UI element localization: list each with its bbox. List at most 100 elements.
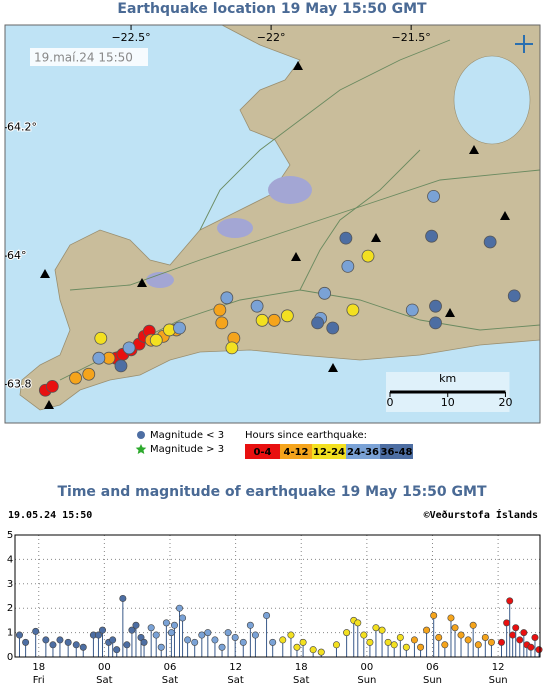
earthquake: [149, 333, 163, 347]
quake-dot: [402, 643, 410, 651]
legend-class: 4-12: [283, 447, 308, 458]
quake-dot: [231, 633, 239, 641]
earthquake: [427, 189, 440, 203]
quake-dot: [49, 641, 57, 649]
y-tick-label: 1: [7, 628, 13, 639]
quake-dot: [184, 636, 192, 644]
quake-dot: [469, 621, 477, 629]
y-tick-label: 0: [7, 652, 13, 663]
earthquake: [215, 316, 229, 330]
earthquake: [429, 316, 442, 330]
legend-class: 36-48: [381, 447, 413, 458]
quake-dot: [299, 638, 307, 646]
lat-label: 64°: [7, 249, 27, 262]
scale-unit: km: [439, 372, 456, 385]
urban-area: [217, 218, 253, 238]
legend-swatch: [346, 444, 380, 459]
legend-swatch: [280, 444, 312, 459]
quake-dot: [157, 643, 165, 651]
quake-dot: [410, 636, 418, 644]
x-day-label: Sat: [96, 675, 112, 686]
quake-dot: [423, 626, 431, 634]
quake-dot: [32, 627, 40, 635]
quake-dot: [198, 631, 206, 639]
legend-star: [135, 444, 147, 454]
quake-dot: [15, 631, 23, 639]
legend-class: 24-36: [347, 447, 379, 458]
earthquake: [280, 309, 294, 323]
quake-dot: [22, 638, 30, 646]
earthquake: [69, 371, 82, 385]
quake-dot: [503, 619, 511, 627]
quake-dot: [516, 636, 524, 644]
legend-class: 12-24: [313, 447, 345, 458]
y-tick-label: 5: [7, 530, 13, 541]
chart-title: Time and magnitude of earthquake 19 May …: [57, 484, 486, 500]
quake-dot: [42, 636, 50, 644]
legend-swatch: [245, 444, 280, 459]
quake-dot: [366, 638, 374, 646]
quake-dot: [176, 604, 184, 612]
x-tick-label: 00: [98, 662, 111, 673]
lon-label: −21.5°: [392, 31, 431, 44]
quake-dot: [430, 612, 438, 620]
earthquake: [341, 259, 355, 273]
quake-dot: [354, 619, 362, 627]
y-tick-label: 4: [7, 554, 13, 565]
quake-dot: [123, 641, 131, 649]
earthquake: [250, 299, 264, 313]
earthquake: [429, 299, 442, 313]
quake-dot: [464, 636, 472, 644]
quake-dot: [497, 638, 505, 646]
quake-dot: [360, 631, 368, 639]
quake-dot: [56, 636, 64, 644]
quake-dot: [535, 646, 543, 654]
quake-dot: [378, 626, 386, 634]
quake-dot: [520, 629, 528, 637]
y-tick-label: 3: [7, 579, 13, 590]
copyright: ©Veðurstofa Íslands: [424, 508, 538, 521]
y-tick-label: 2: [7, 603, 13, 614]
quake-dot: [332, 641, 340, 649]
lake: [453, 55, 531, 145]
chart-timestamp: 19.05.24 15:50: [8, 510, 92, 521]
earthquake: [122, 341, 136, 355]
legend-swatch: [312, 444, 346, 459]
quake-dot: [384, 638, 392, 646]
earthquake: [45, 380, 59, 393]
urban-area: [146, 272, 174, 288]
quake-dot: [64, 638, 72, 646]
scale-label: 0: [387, 396, 394, 409]
x-day-label: Sat: [293, 675, 309, 686]
earthquake: [483, 235, 497, 249]
quake-dot: [179, 614, 187, 622]
lat-label: 64.2°: [7, 121, 37, 134]
x-tick-label: 00: [360, 662, 373, 673]
x-day-label: Sat: [162, 675, 178, 686]
earthquake: [225, 341, 239, 355]
quake-dot: [343, 629, 351, 637]
quake-dot: [79, 643, 87, 651]
quake-dot: [451, 624, 459, 632]
scale-label: 10: [441, 396, 455, 409]
quake-dot: [204, 629, 212, 637]
legend-dot: [137, 431, 145, 439]
x-day-label: Sun: [423, 675, 442, 686]
plot-frame: [14, 534, 541, 658]
quake-dot: [218, 643, 226, 651]
quake-dot: [152, 631, 160, 639]
quake-dot: [128, 626, 136, 634]
map-frame: [4, 24, 541, 424]
x-day-label: Fri: [33, 675, 45, 686]
x-tick-label: 12: [492, 662, 505, 673]
quake-dot: [269, 638, 277, 646]
quake-dot: [512, 624, 520, 632]
map-background: [5, 25, 540, 423]
quake-dot: [94, 631, 102, 639]
earthquake: [405, 303, 419, 317]
volcano-markers: [40, 61, 510, 409]
legend-label: Magnitude < 3: [150, 430, 224, 441]
quake-dot: [263, 612, 271, 620]
quake-dot: [167, 629, 175, 637]
